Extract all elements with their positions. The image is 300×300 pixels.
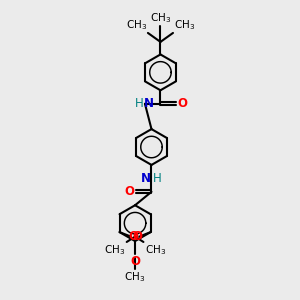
- Text: N: N: [144, 97, 154, 110]
- Text: CH$_3$: CH$_3$: [124, 270, 146, 283]
- Text: H: H: [152, 172, 161, 185]
- Text: O: O: [178, 97, 188, 110]
- Text: O: O: [124, 185, 134, 198]
- Text: CH$_3$: CH$_3$: [150, 12, 171, 26]
- Text: CH$_3$: CH$_3$: [125, 18, 147, 32]
- Text: O: O: [128, 230, 138, 243]
- Text: H: H: [135, 97, 144, 110]
- Text: CH$_3$: CH$_3$: [145, 243, 166, 257]
- Text: O: O: [130, 255, 140, 268]
- Text: CH$_3$: CH$_3$: [104, 243, 125, 257]
- Text: O: O: [132, 230, 142, 243]
- Text: CH$_3$: CH$_3$: [174, 18, 195, 32]
- Text: N: N: [141, 172, 151, 185]
